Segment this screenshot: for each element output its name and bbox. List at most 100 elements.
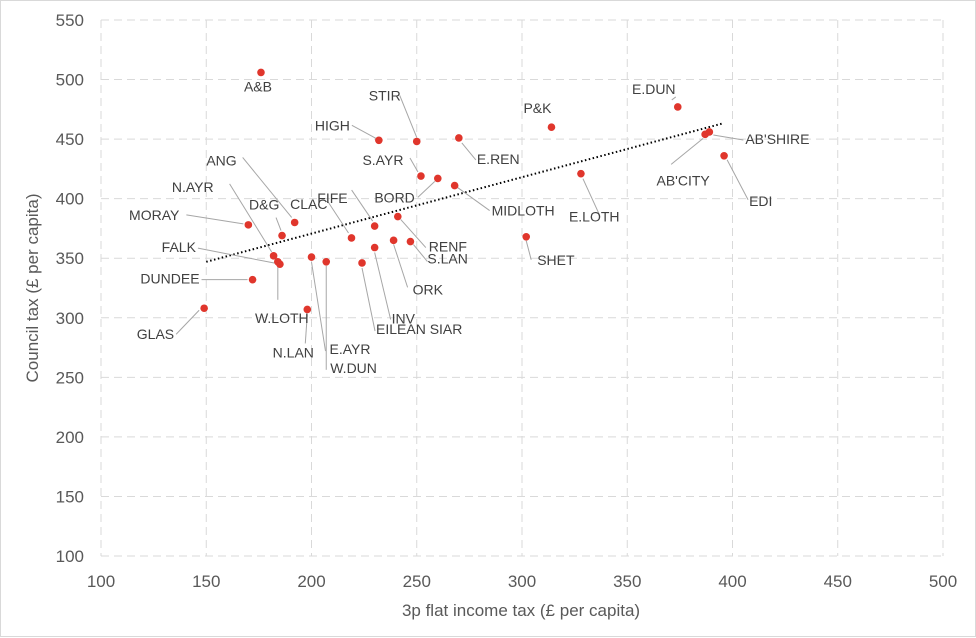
point-inv — [370, 243, 379, 252]
x-tick-label: 150 — [192, 572, 220, 591]
y-tick-label: 200 — [56, 428, 84, 447]
leader-line-renf — [400, 219, 427, 248]
x-tick-label: 250 — [403, 572, 431, 591]
point-clac — [347, 234, 356, 242]
point-a-b — [257, 68, 265, 77]
leader-line-s-lan — [413, 244, 428, 262]
y-tick-label: 450 — [56, 130, 84, 149]
point-label-ab-city: AB'CITY — [657, 172, 711, 188]
point-label-high: HIGH — [315, 117, 350, 133]
leader-line-d-g — [275, 217, 282, 231]
point-label-fife: FIFE — [317, 190, 347, 206]
leader-lines — [175, 95, 749, 370]
point-label-w-loth: W.LOTH — [255, 310, 309, 326]
y-tick-label: 350 — [56, 249, 84, 268]
point-label-ork: ORK — [413, 281, 444, 297]
point-labels: A&B E.DUN P&K STIR HIGH E.REN AB'SHIRE AB'CITY E… — [129, 78, 809, 375]
point-label-s-ayr: S.AYR — [362, 152, 403, 168]
leader-line-glas — [175, 309, 200, 335]
trendline-layer — [205, 122, 723, 263]
leader-line-stir — [399, 95, 418, 138]
point-s-lan — [406, 237, 415, 246]
axis-ticks: 100 150 200 250 300 350 400 450 500 550 100 150 200 2… — [56, 11, 958, 591]
point-label-ang: ANG — [206, 152, 236, 168]
leader-line-bord — [417, 181, 436, 198]
data-points — [200, 68, 728, 314]
point-label-clac: CLAC — [290, 196, 327, 212]
point-stir — [412, 137, 421, 146]
point-w-dun — [322, 257, 331, 266]
point-edi — [720, 151, 728, 160]
leader-line-high — [351, 124, 377, 139]
point-label-e-ren: E.REN — [477, 151, 520, 167]
point-label-n-lan: N.LAN — [273, 344, 314, 360]
point-ang — [290, 218, 299, 227]
leader-line-clac — [327, 200, 349, 234]
leader-line-n-ayr — [229, 183, 273, 253]
leader-line-eilean-siar — [361, 267, 376, 332]
point-ab-city — [701, 130, 709, 139]
point-label-eilean-siar: EILEAN SIAR — [376, 321, 462, 337]
leader-line-e-ayr — [311, 261, 326, 352]
point-dundee — [248, 275, 257, 284]
point-label-edi: EDI — [749, 193, 772, 209]
x-tick-label: 500 — [929, 572, 957, 591]
point-high — [375, 136, 383, 145]
leader-line-e-loth — [582, 178, 600, 214]
point-glas — [200, 304, 208, 313]
point-label-dundee: DUNDEE — [140, 271, 199, 287]
leader-line-e-dun — [671, 96, 677, 101]
point-bord — [434, 174, 442, 183]
leader-line-ab-shire — [713, 134, 744, 141]
y-tick-label: 500 — [56, 71, 84, 90]
y-tick-label: 300 — [56, 309, 84, 328]
leader-line-e-ren — [461, 142, 477, 161]
point-p-k — [547, 123, 556, 131]
trendline — [205, 122, 723, 263]
x-tick-label: 200 — [297, 572, 325, 591]
x-tick-label: 350 — [613, 572, 641, 591]
point-e-ren — [455, 134, 463, 142]
y-tick-label: 150 — [56, 487, 84, 506]
y-tick-label: 550 — [56, 11, 84, 30]
x-tick-label: 100 — [87, 572, 115, 591]
point-eilean-siar — [358, 259, 366, 267]
point-n-ayr — [269, 252, 278, 260]
y-tick-label: 100 — [56, 547, 84, 566]
leader-line-moray — [186, 214, 244, 225]
leader-line-ab-city — [670, 137, 704, 165]
point-w-loth — [274, 257, 282, 266]
leader-line-shet — [525, 240, 532, 260]
leader-line-midloth — [457, 187, 490, 211]
point-label-a-b: A&B — [244, 78, 272, 94]
point-fife — [370, 222, 379, 230]
point-label-n-ayr: N.AYR — [172, 179, 214, 195]
point-label-e-ayr: E.AYR — [330, 341, 371, 357]
point-label-renf: RENF — [429, 239, 467, 255]
point-label-bord: BORD — [374, 189, 414, 205]
point-label-moray: MORAY — [129, 207, 180, 223]
point-label-d-g: D&G — [249, 197, 279, 213]
point-ork — [389, 236, 398, 245]
leader-line-n-lan — [304, 314, 308, 344]
y-axis-title: Council tax (£ per capita) — [23, 194, 42, 383]
leader-line-ang — [242, 157, 293, 218]
leader-line-fife — [351, 189, 374, 222]
gridlines — [100, 19, 944, 557]
point-moray — [244, 221, 253, 229]
point-label-glas: GLAS — [137, 326, 174, 342]
y-tick-label: 250 — [56, 368, 84, 387]
x-tick-label: 450 — [824, 572, 852, 591]
point-e-ayr — [307, 253, 316, 261]
point-shet — [522, 232, 531, 241]
point-label-s-lan: S.LAN — [427, 251, 467, 267]
leader-line-edi — [726, 159, 749, 201]
point-label-e-loth: E.LOTH — [569, 209, 620, 225]
point-s-ayr — [417, 172, 425, 180]
point-label-stir: STIR — [369, 87, 401, 103]
leader-line-falk — [197, 247, 276, 264]
point-label-w-dun: W.DUN — [330, 360, 377, 376]
point-label-midloth: MIDLOTH — [492, 203, 555, 219]
